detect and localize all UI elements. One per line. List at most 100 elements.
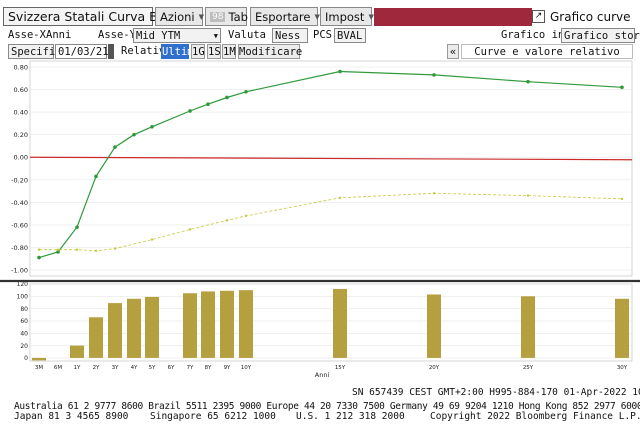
period-settings-row: Specifico 01/03/21 Relativo Ultimo 1G 1S…	[0, 44, 640, 59]
y-tick-label: 80	[20, 306, 28, 313]
relative-value-bar	[32, 357, 46, 361]
relative-curve-point	[244, 214, 248, 218]
relative-curve-point	[526, 194, 530, 197]
pcs-value: BVAL	[337, 30, 363, 42]
grafico-inf-label: Grafico inf	[501, 29, 571, 41]
relative-curve-point	[56, 248, 60, 251]
footer-contacts-singapore: Singapore 65 6212 1000	[150, 411, 276, 422]
modificare-button[interactable]: Modificare	[238, 44, 303, 59]
relative-value-bar	[427, 294, 441, 358]
x-tick-label: 7Y	[187, 365, 194, 371]
specifico-select[interactable]: Specifico	[8, 44, 68, 59]
relative-curve-point	[75, 248, 79, 251]
relative-curve-point	[620, 197, 624, 201]
current-curve-point	[432, 73, 436, 77]
relative-curve-point	[188, 228, 192, 231]
period-button-ultimo[interactable]: Ultimo	[161, 44, 200, 59]
relative-curve-point	[113, 247, 117, 250]
relative-curve-point	[225, 219, 229, 222]
x-tick-label: 25Y	[523, 365, 534, 371]
x-tick-label: 6M	[54, 365, 62, 371]
tab-button[interactable]: 98 Tab	[205, 7, 248, 26]
accent-bar	[374, 8, 532, 26]
current-curve-point	[188, 109, 192, 113]
x-axis-title: Anni	[315, 371, 330, 379]
pcs-label: PCS	[313, 29, 332, 41]
x-tick-label: 30Y	[617, 365, 628, 371]
footer-contacts-1: Australia 61 2 9777 8600 Brazil 5511 239…	[14, 401, 640, 412]
zero-reference-line	[29, 156, 633, 161]
current-curve-point	[338, 69, 342, 74]
footer-copyright: Copyright 2022 Bloomberg Finance L.P.	[430, 411, 640, 422]
current-curve-point	[132, 132, 136, 137]
curve-relativo-label: Curve e valore relativo	[474, 46, 620, 58]
dropdown-arrow-icon: ▼	[213, 32, 218, 40]
relative-value-bar	[127, 298, 141, 358]
x-tick-label: 2Y	[93, 365, 100, 371]
relative-value-bar	[239, 290, 253, 358]
date-input[interactable]: 01/03/21	[55, 44, 109, 59]
x-tick-label: 9Y	[224, 365, 231, 371]
current-curve-point	[75, 225, 79, 229]
current-curve-point	[526, 79, 530, 84]
relative-curve-point	[338, 196, 342, 200]
collapse-button[interactable]: «	[447, 44, 459, 59]
asse-y-select[interactable]: Mid YTM ▼	[133, 28, 221, 43]
asse-y-label: Asse-Y	[98, 29, 136, 41]
relative-curve-point	[37, 248, 41, 251]
esportare-menu-button[interactable]: Esportare ▼	[250, 7, 320, 26]
tab-number-badge: 98	[210, 11, 226, 22]
asse-x-value[interactable]: Anni	[46, 29, 72, 41]
current-curve-point	[37, 255, 41, 260]
caret-down-icon: ▼	[314, 12, 320, 21]
current-curve-point	[620, 85, 624, 90]
modificare-label: Modificare	[239, 46, 303, 58]
x-tick-label: 10Y	[241, 365, 252, 371]
relative-value-bar	[89, 317, 103, 358]
current-curve-point	[225, 95, 229, 100]
period-label: Ultimo	[162, 46, 200, 58]
caret-down-icon: ▼	[198, 12, 205, 21]
y-tick-label: 0.00	[14, 154, 28, 162]
y-tick-label: -0.20	[11, 176, 28, 184]
period-button-1g[interactable]: 1G	[191, 44, 205, 59]
y-tick-label: -0.40	[11, 199, 28, 207]
x-tick-label: 6Y	[168, 365, 175, 371]
period-label: 1M	[223, 46, 236, 58]
asse-y-value: Mid YTM	[136, 30, 181, 42]
azioni-menu-button[interactable]: Azioni ▼	[155, 7, 205, 26]
calendar-icon[interactable]	[108, 44, 114, 59]
footer-contacts-us: U.S. 1 212 318 2000	[296, 411, 405, 422]
valuta-select[interactable]: Ness	[272, 28, 308, 43]
y-tick-label: -0.80	[11, 244, 28, 252]
grafico-curve-button[interactable]: ↗ Grafico curve	[532, 7, 640, 26]
x-tick-label: 5Y	[149, 365, 156, 371]
pcs-select[interactable]: BVAL	[334, 28, 366, 43]
curve-relativo-panel-header[interactable]: Curve e valore relativo	[461, 44, 633, 59]
y-tick-label: 0	[24, 355, 28, 362]
esportare-label: Esportare	[255, 9, 311, 24]
relative-value-bar	[201, 291, 215, 358]
caret-down-icon: ▼	[368, 12, 374, 21]
relative-value-bar	[183, 293, 197, 358]
current-curve-point	[206, 102, 210, 107]
x-tick-label: 3Y	[112, 365, 119, 371]
valuta-label: Valuta	[228, 29, 266, 41]
grafico-inf-select[interactable]: Grafico storico	[561, 28, 640, 43]
y-tick-label: 0.60	[14, 86, 28, 94]
current-curve-point	[94, 174, 98, 179]
curve-title-field[interactable]: Svizzera Statali Curva BVA	[3, 7, 174, 26]
grafico-inf-value: Grafico storico	[564, 30, 640, 42]
current-curve-point	[56, 250, 60, 254]
current-curve-point	[113, 145, 117, 149]
axis-settings-row: Asse-X Anni Asse-Y Mid YTM ▼ Valuta Ness…	[0, 28, 640, 43]
period-button-1s[interactable]: 1S	[207, 44, 221, 59]
relative-value-bar	[220, 290, 234, 358]
period-button-1m[interactable]: 1M	[222, 44, 236, 59]
y-tick-label: 100	[17, 294, 29, 301]
relative-value-bar	[333, 288, 347, 358]
impost-menu-button[interactable]: Impost ▼	[320, 7, 374, 26]
relative-curve-point	[150, 238, 154, 241]
specifico-label: Specifico	[11, 46, 68, 58]
tab-label: Tab	[228, 9, 248, 24]
